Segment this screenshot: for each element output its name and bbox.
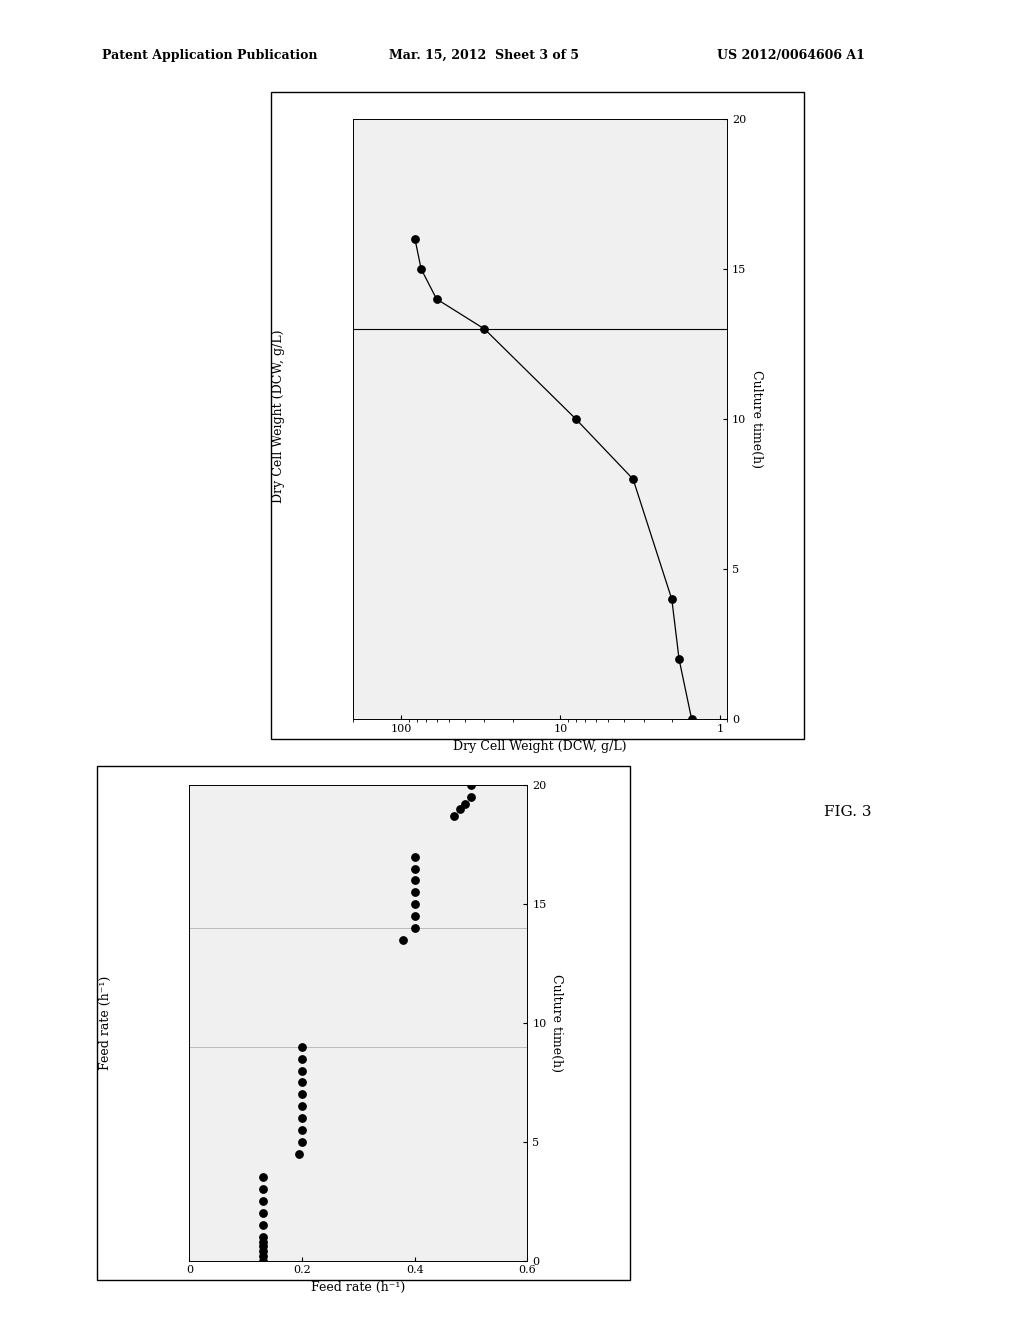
- Point: [407, 917, 423, 939]
- Point: [254, 1214, 270, 1236]
- Point: [407, 846, 423, 867]
- Point: [463, 775, 479, 796]
- Point: [294, 1036, 310, 1057]
- Point: [294, 1119, 310, 1140]
- Point: [294, 1072, 310, 1093]
- Point: [407, 858, 423, 879]
- Text: US 2012/0064606 A1: US 2012/0064606 A1: [717, 49, 864, 62]
- Point: [254, 1250, 270, 1271]
- Text: Mar. 15, 2012  Sheet 3 of 5: Mar. 15, 2012 Sheet 3 of 5: [389, 49, 580, 62]
- Point: [625, 469, 641, 490]
- Point: [395, 929, 412, 950]
- Point: [294, 1096, 310, 1117]
- Point: [294, 1131, 310, 1152]
- Y-axis label: Culture time(h): Culture time(h): [750, 370, 763, 469]
- Point: [683, 709, 699, 730]
- Point: [407, 882, 423, 903]
- Y-axis label: Culture time(h): Culture time(h): [550, 974, 563, 1072]
- Point: [254, 1167, 270, 1188]
- Point: [294, 1107, 310, 1129]
- Text: Feed rate (h⁻¹): Feed rate (h⁻¹): [99, 975, 112, 1071]
- Point: [254, 1226, 270, 1247]
- Point: [294, 1084, 310, 1105]
- Point: [407, 870, 423, 891]
- Point: [254, 1241, 270, 1262]
- Point: [294, 1060, 310, 1081]
- Point: [671, 648, 687, 669]
- Point: [452, 799, 468, 820]
- Point: [254, 1232, 270, 1253]
- Point: [294, 1048, 310, 1069]
- Point: [457, 793, 473, 814]
- Point: [254, 1179, 270, 1200]
- Point: [567, 408, 584, 429]
- Point: [446, 805, 463, 826]
- Text: Patent Application Publication: Patent Application Publication: [102, 49, 317, 62]
- Point: [407, 228, 423, 249]
- Point: [407, 894, 423, 915]
- Point: [291, 1143, 307, 1164]
- Point: [476, 318, 493, 339]
- Text: FIG. 3: FIG. 3: [824, 805, 871, 818]
- Point: [428, 289, 444, 310]
- X-axis label: Feed rate (h⁻¹): Feed rate (h⁻¹): [311, 1280, 406, 1294]
- Point: [254, 1236, 270, 1257]
- Point: [413, 259, 429, 280]
- Point: [463, 787, 479, 808]
- Point: [254, 1203, 270, 1224]
- Point: [407, 906, 423, 927]
- Point: [254, 1245, 270, 1266]
- Point: [664, 589, 680, 610]
- Text: Dry Cell Weight (DCW, g/L): Dry Cell Weight (DCW, g/L): [272, 329, 285, 503]
- Point: [254, 1191, 270, 1212]
- X-axis label: Dry Cell Weight (DCW, g/L): Dry Cell Weight (DCW, g/L): [454, 739, 627, 752]
